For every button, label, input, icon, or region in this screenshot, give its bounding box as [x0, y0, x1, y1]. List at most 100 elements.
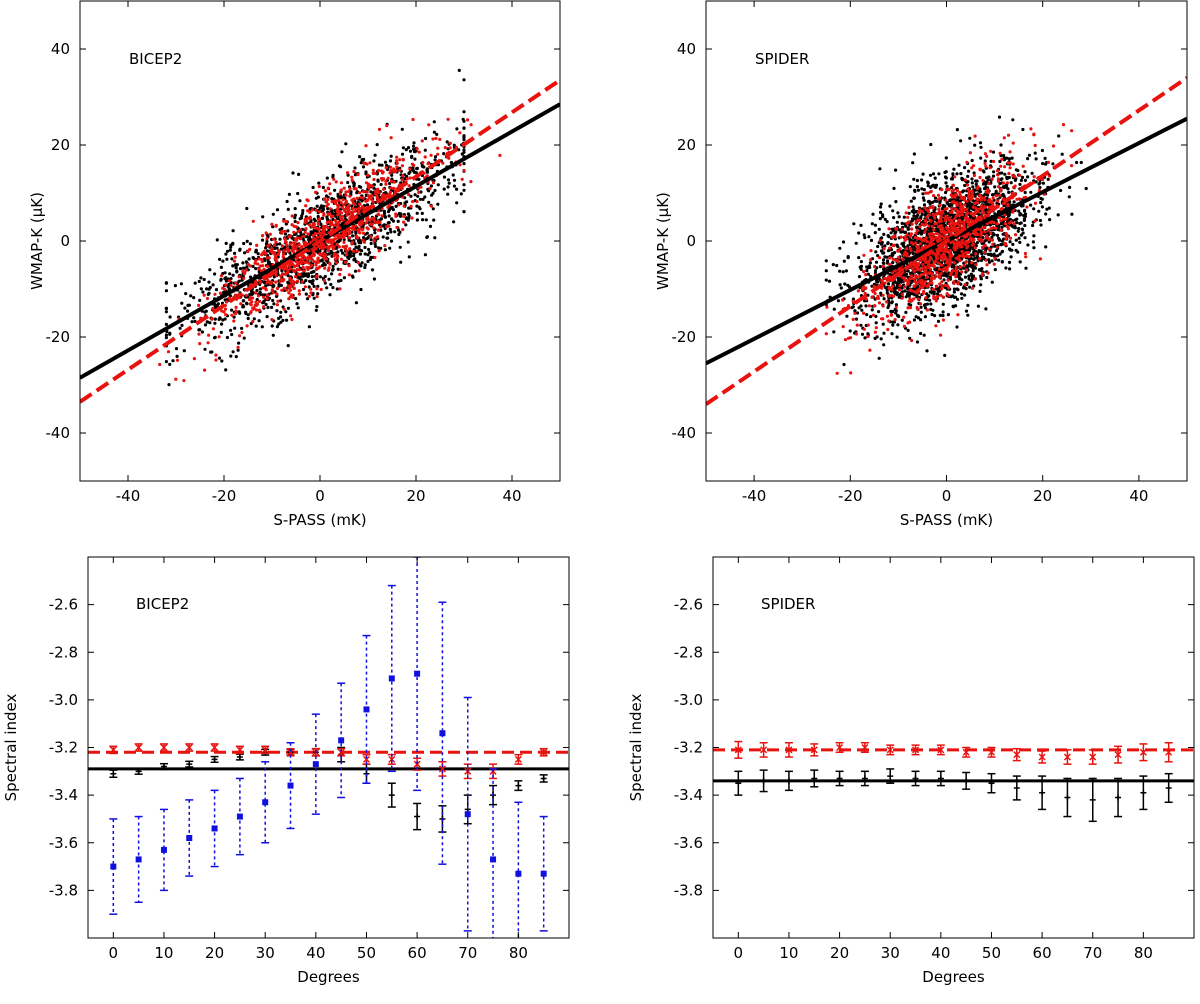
data-point: [291, 296, 294, 299]
data-point: [358, 245, 361, 248]
data-point: [891, 209, 894, 212]
data-point: [838, 247, 841, 250]
data-point: [186, 304, 189, 307]
data-point: [206, 297, 209, 300]
data-point: [1037, 182, 1040, 185]
data-point: [220, 323, 223, 326]
data-point: [358, 207, 361, 210]
data-point: [452, 173, 455, 176]
x-tick-label: -40: [116, 487, 141, 505]
data-point: [877, 310, 880, 313]
data-point: [891, 321, 894, 324]
data-point: [340, 181, 343, 184]
data-point: [920, 178, 923, 181]
data-point: [314, 263, 317, 266]
data-point: [871, 213, 874, 216]
data-point: [893, 235, 896, 238]
data-point: [993, 185, 996, 188]
data-point: [285, 244, 288, 247]
data-point: [837, 299, 840, 302]
data-point: [270, 223, 273, 226]
data-point: [373, 231, 376, 234]
data-point: [891, 300, 894, 303]
data-point: [409, 150, 412, 153]
data-point: [1019, 260, 1022, 263]
data-point: [286, 200, 289, 203]
data-point: [399, 246, 402, 249]
data-point: [379, 225, 382, 228]
data-point: [869, 249, 872, 252]
data-point: [432, 181, 435, 184]
data-point: [384, 183, 387, 186]
data-point: [276, 303, 279, 306]
data-point: [1034, 219, 1037, 222]
data-point: [825, 279, 828, 282]
data-point: [905, 273, 908, 276]
data-point: [969, 203, 972, 206]
data-point: [955, 325, 958, 328]
data-point: [282, 249, 285, 252]
data-point: [158, 363, 161, 366]
data-point: [242, 277, 245, 280]
data-point: [252, 256, 255, 259]
data-point: [306, 275, 309, 278]
data-point: [237, 342, 240, 345]
data-point: [312, 186, 315, 189]
data-point: [446, 193, 449, 196]
data-point: [894, 200, 897, 203]
data-point: [233, 260, 236, 263]
data-point: [365, 163, 368, 166]
data-point: [867, 266, 870, 269]
data-point: [1010, 255, 1013, 258]
data-point: [1003, 186, 1006, 189]
data-point: [238, 280, 241, 283]
data-point: [968, 286, 971, 289]
data-point: [943, 354, 946, 357]
data-point: [286, 229, 289, 232]
data-point: [168, 363, 171, 366]
data-point: [979, 146, 982, 149]
data-point: [971, 185, 974, 188]
data-point: [232, 229, 235, 232]
data-point: [275, 309, 278, 312]
data-point: [301, 209, 304, 212]
data-point: [266, 315, 269, 318]
data-point: [329, 192, 332, 195]
data-point: [922, 196, 925, 199]
data-point: [320, 243, 323, 246]
data-point: [389, 169, 392, 172]
data-point: [216, 238, 219, 241]
data-point: [1002, 181, 1005, 184]
data-point: [319, 246, 322, 249]
data-point: [879, 205, 882, 208]
data-point: [302, 266, 305, 269]
data-point: [855, 242, 858, 245]
data-point: [317, 196, 320, 199]
data-point: [888, 205, 891, 208]
data-point: [269, 233, 272, 236]
data-point: [929, 143, 932, 146]
data-point: [982, 170, 985, 173]
data-point: [374, 190, 377, 193]
data-point: [872, 314, 875, 317]
data-point: [1057, 213, 1060, 216]
data-point: [869, 315, 872, 318]
data-point: [182, 379, 185, 382]
data-point: [194, 282, 197, 285]
data-point: [294, 207, 297, 210]
data-point: [845, 269, 848, 272]
data-point: [234, 281, 237, 284]
data-point: [887, 282, 890, 285]
data-point: [390, 217, 393, 220]
data-point: [352, 170, 355, 173]
data-point: [328, 293, 331, 296]
data-point: [970, 261, 973, 264]
data-point: [913, 318, 916, 321]
data-point: [380, 217, 383, 220]
data-point: [415, 200, 418, 203]
data-point: [433, 189, 436, 192]
data-point: [318, 231, 321, 234]
data-point: [938, 201, 941, 204]
data-point: [168, 333, 171, 336]
data-point: [325, 286, 328, 289]
